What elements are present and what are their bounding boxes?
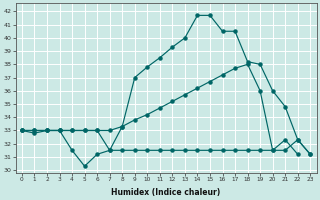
X-axis label: Humidex (Indice chaleur): Humidex (Indice chaleur) — [111, 188, 221, 197]
